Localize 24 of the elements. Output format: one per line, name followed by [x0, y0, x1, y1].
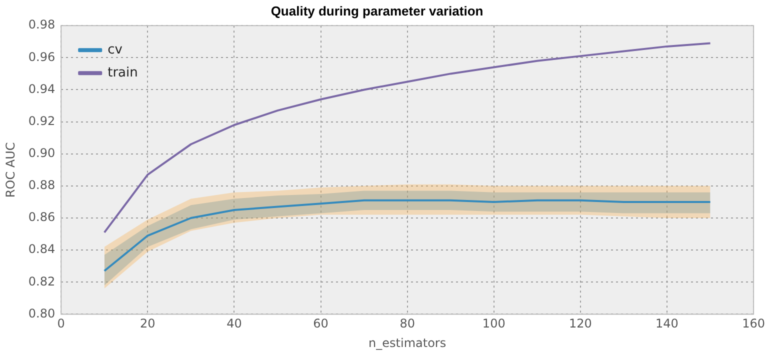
x-tick-label: 40: [226, 316, 242, 331]
y-tick-label: 0.86: [28, 210, 56, 224]
x-tick-label: 20: [140, 316, 156, 331]
y-tick-label: 0.98: [28, 18, 56, 32]
y-tick-label: 0.92: [28, 114, 56, 128]
y-tick-label: 0.82: [28, 274, 56, 288]
y-tick-label: 0.96: [28, 50, 56, 64]
x-tick-label: 100: [482, 316, 506, 331]
y-tick-label: 0.88: [28, 178, 56, 192]
y-axis-title: ROC AUC: [3, 142, 18, 198]
y-tick-label: 0.80: [28, 306, 56, 320]
x-tick-label: 80: [400, 316, 415, 331]
y-tick-label: 0.84: [28, 242, 56, 256]
legend-label: train: [108, 65, 138, 80]
y-tick-label: 0.94: [28, 82, 56, 96]
x-axis-title: n_estimators: [368, 336, 446, 350]
x-tick-label: 160: [742, 316, 765, 331]
x-tick-label: 120: [568, 316, 592, 331]
x-tick-label: 60: [313, 316, 328, 331]
x-tick-label: 140: [656, 316, 678, 331]
legend-label: cv: [108, 42, 123, 58]
x-tick-label: 0: [57, 316, 65, 331]
y-tick-label: 0.90: [28, 146, 56, 160]
chart-title: Quality during parameter variation: [270, 3, 484, 18]
